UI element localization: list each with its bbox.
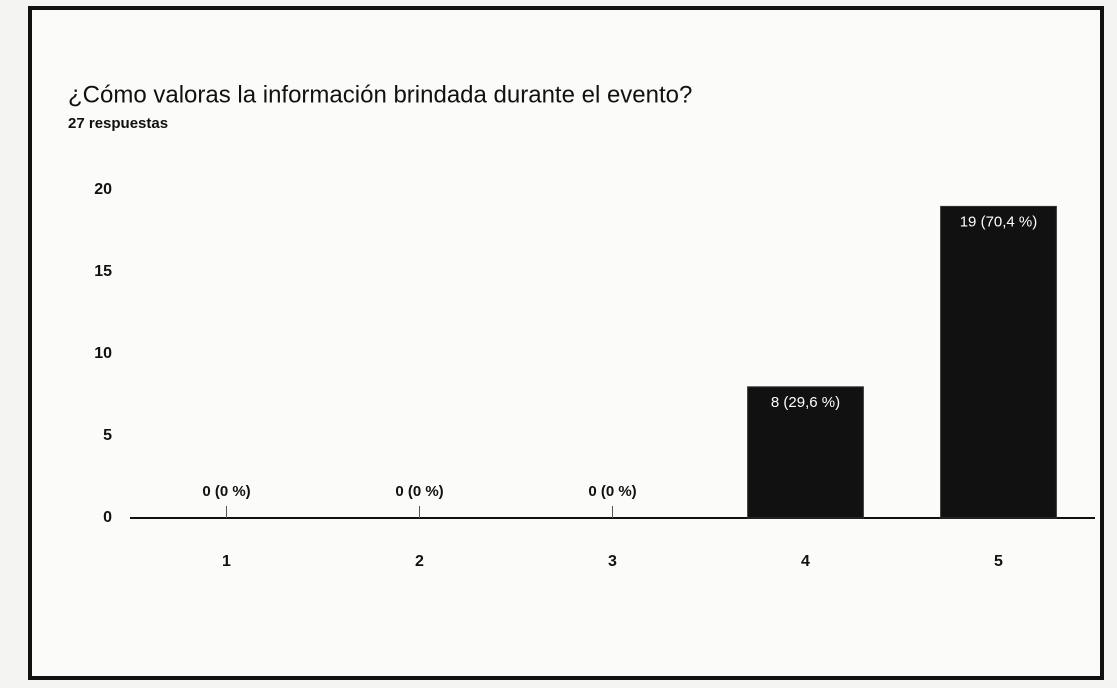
- data-label: 0 (0 %): [395, 483, 443, 500]
- bar: [747, 386, 864, 519]
- bar: [940, 205, 1057, 519]
- y-tick-label: 20: [94, 181, 112, 198]
- data-label: 8 (29,6 %): [771, 394, 840, 411]
- data-label: 0 (0 %): [202, 483, 250, 500]
- x-tick-label: 2: [415, 553, 424, 570]
- x-tick-label: 4: [801, 553, 810, 570]
- frame: [28, 6, 1104, 680]
- y-tick-label: 15: [94, 263, 112, 280]
- data-label: 19 (70,4 %): [960, 213, 1038, 230]
- y-tick-label: 10: [94, 345, 112, 362]
- data-label: 0 (0 %): [588, 483, 636, 500]
- chart-subtitle: 27 respuestas: [68, 115, 168, 132]
- y-tick-label: 5: [103, 427, 112, 444]
- x-tick-label: 1: [222, 553, 231, 570]
- y-tick-label: 0: [103, 509, 112, 526]
- chart-title: ¿Cómo valoras la información brindada du…: [68, 81, 692, 108]
- x-tick-label: 5: [994, 553, 1003, 570]
- x-tick-label: 3: [608, 553, 617, 570]
